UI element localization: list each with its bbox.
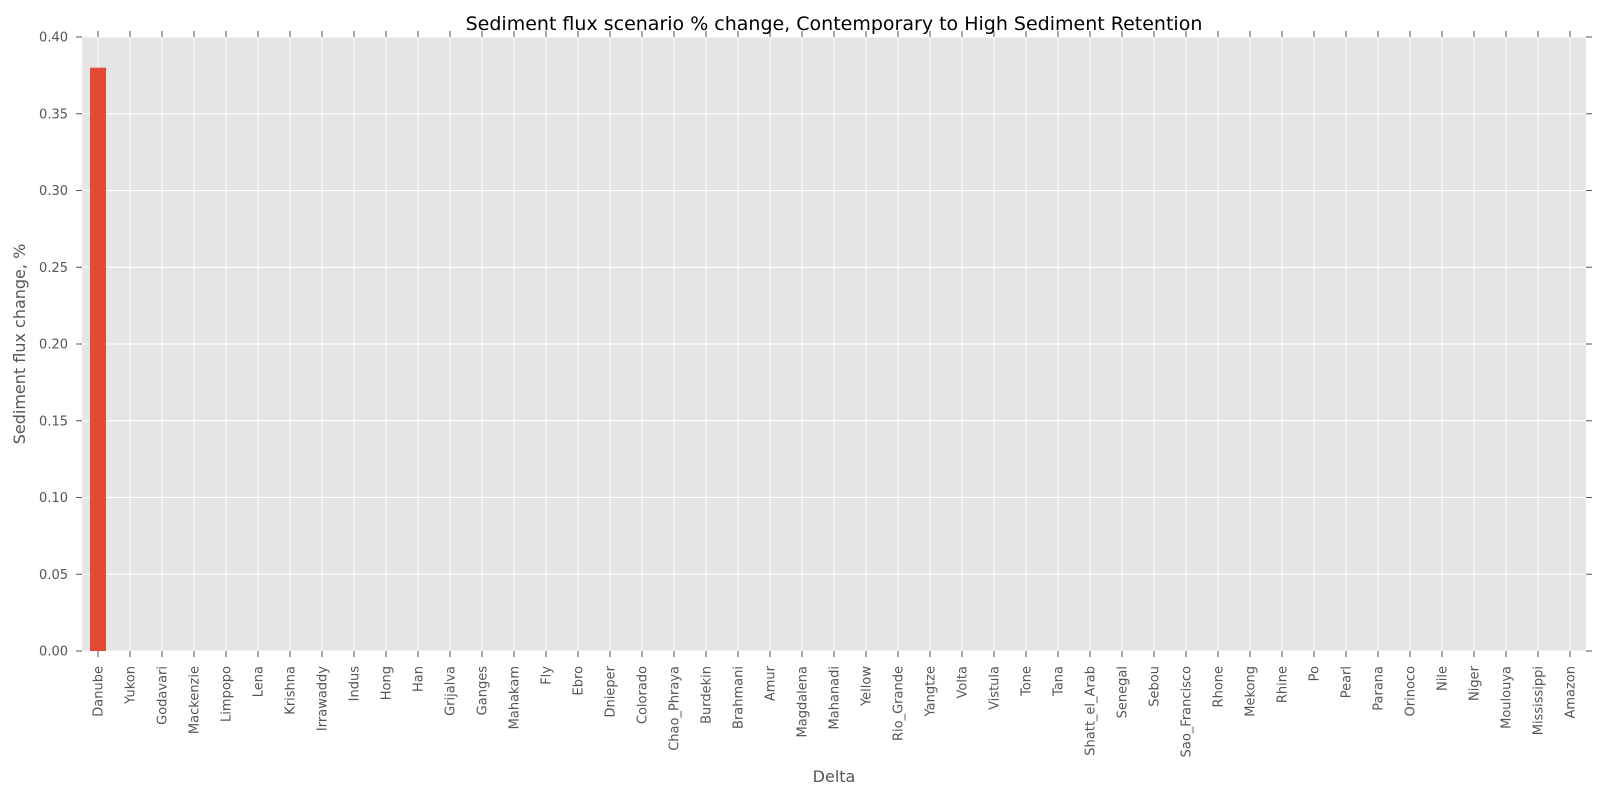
x-tick-label: Tone [1020, 666, 1035, 697]
x-tick-label: Shatt_el_Arab [1084, 666, 1099, 756]
x-tick-label: Yukon [124, 666, 139, 705]
x-tick-label: Burdekin [700, 666, 715, 724]
x-axis-label: Delta [813, 767, 856, 786]
x-tick-label: Rhine [1276, 666, 1291, 703]
x-tick-label: Hong [380, 666, 395, 700]
y-axis-label: Sediment flux change, % [10, 244, 29, 445]
x-tick-label: Rio_Grande [892, 666, 907, 741]
x-tick-label: Danube [92, 666, 107, 717]
x-tick-label: Mississippi [1532, 666, 1547, 735]
x-tick-label: Ganges [476, 666, 491, 716]
x-tick-label: Yangtze [924, 666, 939, 718]
y-tick-label: 0.10 [39, 491, 68, 506]
x-tick-label: Orinoco [1404, 666, 1419, 717]
y-tick-label: 0.25 [39, 261, 68, 276]
x-tick-label: Magdalena [796, 666, 811, 737]
x-tick-label: Amazon [1564, 666, 1579, 719]
x-tick-label: Limpopo [220, 666, 235, 722]
y-axis: 0.00 0.05 0.10 0.15 0.20 0.25 0.30 0.35 0.40 [39, 31, 1592, 660]
x-tick-label: Ebro [572, 666, 587, 696]
x-tick-label: Parana [1372, 666, 1387, 711]
x-tick-label: Vistula [988, 666, 1003, 710]
x-tick-label: Amur [764, 665, 779, 701]
x-tick-label: Moulouya [1500, 666, 1515, 729]
y-tick-label: 0.35 [39, 107, 68, 122]
x-tick-label: Po [1308, 666, 1323, 681]
x-tick-label: Colorado [636, 666, 651, 724]
x-tick-label: Irrawaddy [316, 666, 331, 731]
x-tick-label: Han [412, 666, 427, 692]
x-tick-label: Mackenzie [188, 666, 203, 734]
x-tick-label: Rhone [1212, 666, 1227, 707]
y-tick-label: 0.00 [39, 645, 68, 660]
x-tick-label: Brahmani [732, 666, 747, 729]
x-tick-label: Chao_Phraya [668, 666, 683, 751]
x-tick-label: Yellow [860, 666, 875, 707]
x-tick-label: Niger [1468, 665, 1483, 701]
x-tick-label: Pearl [1340, 666, 1355, 698]
x-tick-label: Dnieper [604, 665, 619, 717]
bar-danube [90, 67, 106, 651]
x-tick-label: Grijalva [444, 666, 459, 716]
x-tick-label: Mahakam [508, 666, 523, 729]
x-tick-label: Volta [956, 666, 971, 699]
x-tick-label: Krishna [284, 666, 299, 715]
x-tick-label: Sao_Francisco [1180, 666, 1195, 757]
y-tick-label: 0.05 [39, 568, 68, 583]
x-tick-label: Senegal [1116, 666, 1131, 718]
y-tick-label: 0.40 [39, 31, 68, 46]
x-tick-label: Sebou [1148, 666, 1163, 707]
y-tick-label: 0.20 [39, 338, 68, 353]
x-tick-label: Mahanadi [828, 666, 843, 729]
y-tick-label: 0.30 [39, 184, 68, 199]
x-tick-label: Mekong [1244, 666, 1259, 717]
bars [90, 67, 106, 651]
x-tick-label: Nile [1436, 666, 1451, 691]
x-tick-label: Godavari [156, 666, 171, 725]
x-tick-label: Indus [348, 666, 363, 702]
x-tick-label: Lena [252, 666, 267, 697]
chart-title: Sediment flux scenario % change, Contemp… [466, 13, 1203, 35]
y-tick-label: 0.15 [39, 414, 68, 429]
x-axis: Danube Yukon Godavari Mackenzie Limpopo Lena K… [92, 31, 1579, 757]
x-tick-label: Fly [540, 666, 555, 685]
x-tick-label: Tana [1052, 666, 1067, 697]
